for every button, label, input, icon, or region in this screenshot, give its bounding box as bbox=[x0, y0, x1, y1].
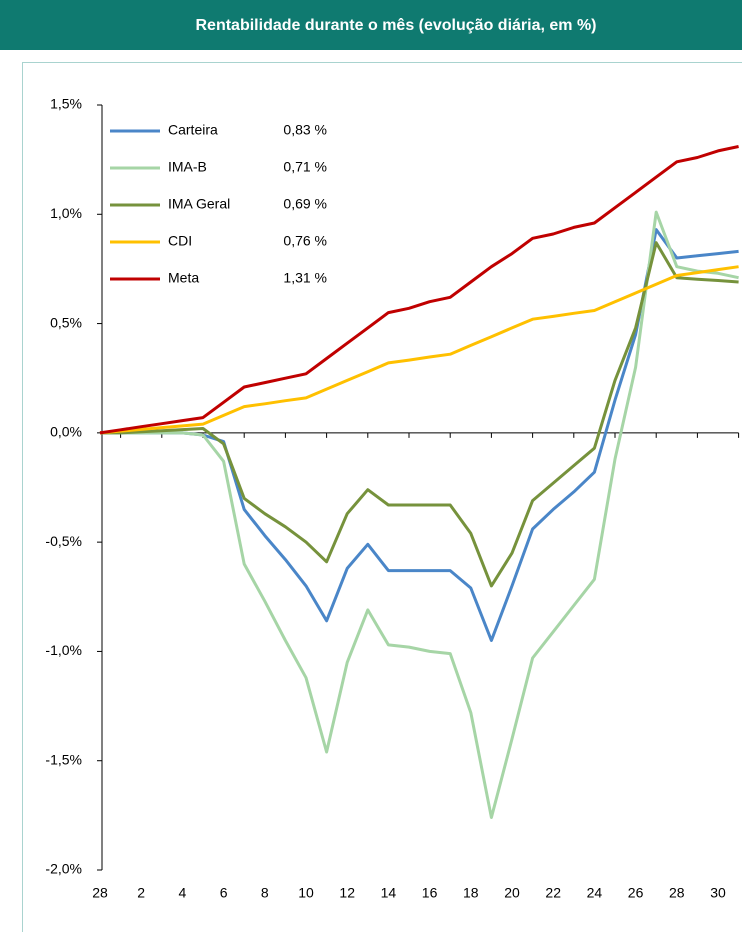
x-tick-label: 16 bbox=[422, 885, 438, 901]
x-tick-label: 12 bbox=[339, 885, 355, 901]
y-tick-label: 0,5% bbox=[50, 314, 82, 330]
x-tick-label: 4 bbox=[179, 885, 187, 901]
x-tick-label: 6 bbox=[220, 885, 228, 901]
x-tick-label: 30 bbox=[710, 885, 726, 901]
legend-value: 1,31 % bbox=[283, 270, 327, 286]
x-tick-label: 28 bbox=[669, 885, 685, 901]
x-tick-label: 20 bbox=[504, 885, 520, 901]
y-tick-label: -0,5% bbox=[45, 533, 82, 549]
legend-label: Meta bbox=[168, 270, 199, 286]
legend-label: CDI bbox=[168, 233, 192, 249]
x-tick-label: 22 bbox=[545, 885, 561, 901]
legend-label: IMA-B bbox=[168, 159, 207, 175]
legend-value: 0,71 % bbox=[283, 159, 327, 175]
legend-label: IMA Geral bbox=[168, 196, 230, 212]
y-tick-label: -1,0% bbox=[45, 642, 82, 658]
x-tick-label: 10 bbox=[298, 885, 314, 901]
y-tick-label: 1,5% bbox=[50, 96, 82, 112]
legend-label: Carteira bbox=[168, 122, 218, 138]
x-tick-label: 26 bbox=[628, 885, 644, 901]
x-tick-label: 18 bbox=[463, 885, 479, 901]
legend-value: 0,76 % bbox=[283, 233, 327, 249]
x-tick-label: 2 bbox=[137, 885, 145, 901]
x-tick-label: 8 bbox=[261, 885, 269, 901]
legend-value: 0,83 % bbox=[283, 122, 327, 138]
y-tick-label: -2,0% bbox=[45, 861, 82, 877]
y-tick-label: 0,0% bbox=[50, 424, 82, 440]
legend-value: 0,69 % bbox=[283, 196, 327, 212]
chart-title: Rentabilidade durante o mês (evolução di… bbox=[196, 17, 597, 34]
x-tick-label: 28 bbox=[92, 885, 108, 901]
series-line bbox=[100, 243, 739, 586]
y-tick-label: -1,5% bbox=[45, 751, 82, 767]
x-tick-label: 14 bbox=[381, 885, 397, 901]
x-tick-label: 24 bbox=[587, 885, 603, 901]
y-tick-label: 1,0% bbox=[50, 205, 82, 221]
